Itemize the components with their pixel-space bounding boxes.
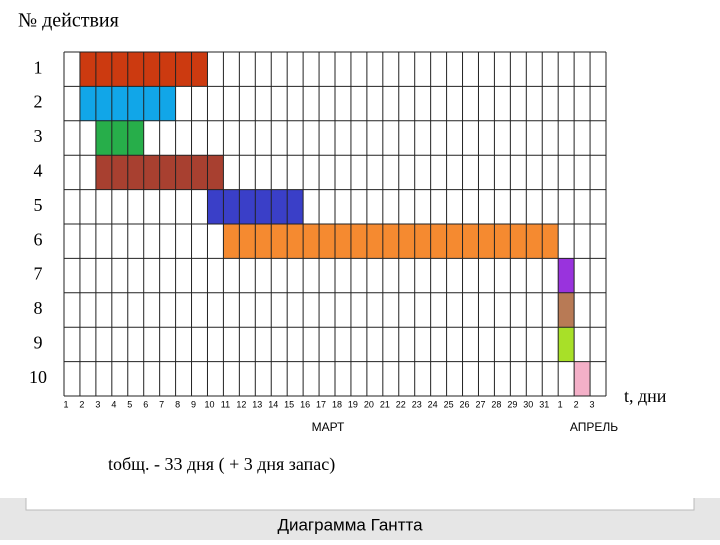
task-label: 8 bbox=[34, 298, 43, 318]
x-tick-label: 5 bbox=[127, 399, 132, 409]
x-tick-label: 20 bbox=[364, 399, 374, 409]
x-tick-label: 3 bbox=[95, 399, 100, 409]
x-tick-label: 23 bbox=[412, 399, 422, 409]
footer-frame bbox=[25, 498, 695, 511]
x-tick-label: 1 bbox=[558, 399, 563, 409]
task-label: 2 bbox=[34, 92, 43, 112]
task-bar bbox=[574, 361, 591, 396]
x-axis-label: t, дни bbox=[624, 386, 667, 406]
task-label: 4 bbox=[34, 161, 43, 181]
x-tick-label: 26 bbox=[460, 399, 470, 409]
note: tобщ. - 33 дня ( + 3 дня запас) bbox=[108, 454, 335, 475]
task-label: 7 bbox=[34, 264, 43, 284]
x-tick-label: 3 bbox=[590, 399, 595, 409]
task-bar bbox=[558, 258, 575, 293]
x-tick-label: 8 bbox=[175, 399, 180, 409]
task-label: 9 bbox=[34, 333, 43, 353]
task-bar bbox=[558, 292, 575, 328]
x-tick-label: 9 bbox=[191, 399, 196, 409]
x-tick-label: 2 bbox=[79, 399, 84, 409]
x-tick-label: 27 bbox=[475, 399, 485, 409]
x-tick-label: 2 bbox=[574, 399, 579, 409]
x-tick-label: 1 bbox=[63, 399, 68, 409]
x-tick-label: 6 bbox=[143, 399, 148, 409]
month-label: АПРЕЛЬ bbox=[570, 420, 618, 434]
x-tick-label: 4 bbox=[111, 399, 116, 409]
x-tick-label: 13 bbox=[252, 399, 262, 409]
task-label: 6 bbox=[34, 229, 43, 249]
x-tick-label: 14 bbox=[268, 399, 278, 409]
x-tick-label: 31 bbox=[539, 399, 549, 409]
x-tick-label: 21 bbox=[380, 399, 390, 409]
task-label: 5 bbox=[34, 195, 43, 215]
x-tick-label: 10 bbox=[204, 399, 214, 409]
task-label: 3 bbox=[34, 126, 43, 146]
month-label: МАРТ bbox=[312, 420, 345, 434]
x-tick-label: 15 bbox=[284, 399, 294, 409]
x-tick-label: 22 bbox=[396, 399, 406, 409]
x-tick-label: 24 bbox=[428, 399, 438, 409]
x-tick-label: 17 bbox=[316, 399, 326, 409]
task-label: 10 bbox=[29, 367, 47, 387]
x-tick-label: 29 bbox=[507, 399, 517, 409]
x-tick-label: 18 bbox=[332, 399, 342, 409]
x-tick-label: 11 bbox=[221, 399, 230, 409]
x-tick-label: 16 bbox=[300, 399, 310, 409]
task-bar bbox=[558, 327, 575, 362]
x-tick-label: 30 bbox=[523, 399, 533, 409]
task-bar bbox=[223, 224, 559, 259]
caption: Диаграмма Гантта bbox=[277, 515, 423, 534]
x-tick-label: 19 bbox=[348, 399, 358, 409]
task-bar bbox=[95, 120, 144, 156]
chart-title: № действия bbox=[18, 10, 119, 32]
x-tick-label: 25 bbox=[444, 399, 454, 409]
x-tick-label: 28 bbox=[491, 399, 501, 409]
x-tick-label: 7 bbox=[159, 399, 164, 409]
task-label: 1 bbox=[34, 57, 43, 77]
x-tick-label: 12 bbox=[236, 399, 246, 409]
